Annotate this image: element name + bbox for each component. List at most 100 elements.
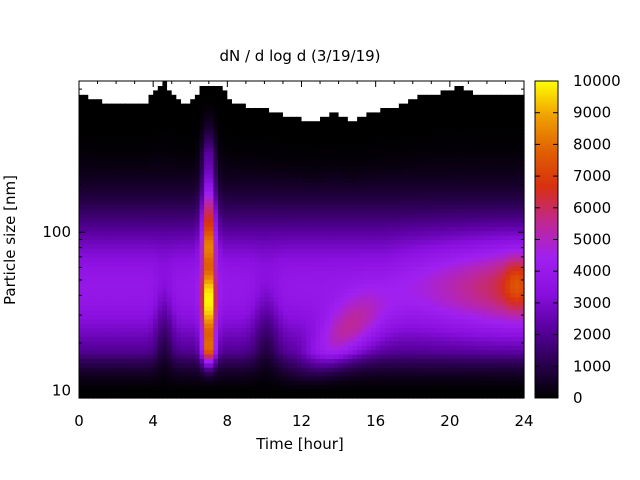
heatmap-cell [301,279,307,285]
heatmap-cell [352,129,358,135]
heatmap-cell [380,243,386,249]
heatmap-cell [116,208,122,214]
heatmap-cell [176,340,182,346]
heatmap-cell [106,151,113,157]
heatmap-cell [227,213,233,219]
heatmap-cell [315,94,321,100]
heatmap-cell [111,226,117,232]
heatmap-cell [282,120,289,126]
heatmap-cell [333,248,340,254]
heatmap-cell [352,353,358,359]
heatmap-cell [139,340,145,346]
heatmap-cell [125,208,131,214]
heatmap-cell [180,133,187,139]
heatmap-cell [398,389,405,395]
heatmap-cell [208,230,215,236]
heatmap-cell [153,160,159,166]
heatmap-cell [153,133,159,139]
heatmap-cell [83,173,89,179]
heatmap-cell [343,182,349,188]
heatmap-cell [245,129,252,135]
heatmap-cell [306,384,312,390]
heatmap-cell [296,94,303,100]
heatmap-cell [180,204,187,210]
heatmap-cell [366,98,372,104]
heatmap-cell [292,375,298,381]
heatmap-cell [255,301,261,307]
heatmap-cell [157,98,164,104]
heatmap-cell [366,345,372,351]
heatmap-cell [106,331,113,337]
heatmap-cell [361,129,367,135]
heatmap-cell [120,375,126,381]
heatmap-cell [361,125,367,131]
heatmap-cell [278,336,284,342]
heatmap-cell [171,120,177,126]
heatmap-cell [218,336,224,342]
heatmap-cell [310,199,317,205]
heatmap-cell [278,204,284,210]
heatmap-cell [273,81,279,86]
heatmap-cell [394,301,400,307]
heatmap-cell [347,362,354,368]
heatmap-cell [213,103,219,109]
heatmap-cell [282,116,289,122]
heatmap-cell [259,279,266,285]
heatmap-cell [324,257,330,263]
heatmap-cell [157,164,164,170]
heatmap-cell [102,309,108,315]
heatmap-cell [120,111,126,117]
heatmap-cell [227,265,233,271]
heatmap-cell [153,327,159,333]
heatmap-cell [255,81,261,86]
heatmap-cells [79,81,525,399]
heatmap-cell [287,323,293,329]
heatmap-cell [338,345,344,351]
heatmap-cell [102,384,108,390]
heatmap-cell [278,380,284,386]
heatmap-cell [347,380,354,386]
heatmap-cell [125,107,131,113]
heatmap-cell [264,358,270,364]
heatmap-cell [231,362,238,368]
heatmap-cell [333,173,340,179]
heatmap-cell [389,375,395,381]
heatmap-cell [282,230,289,236]
heatmap-cell [208,147,215,153]
heatmap-cell [148,177,154,183]
heatmap-cell [333,287,340,293]
heatmap-cell [180,362,187,368]
heatmap-cell [250,142,256,148]
heatmap-cell [380,116,386,122]
heatmap-cell [371,270,377,276]
heatmap-cell [222,283,228,289]
heatmap-cell [208,239,215,245]
heatmap-cell [241,173,247,179]
heatmap-cell [116,292,122,298]
heatmap-cell [185,107,191,113]
heatmap-cell [296,199,303,205]
heatmap-cell [380,133,386,139]
heatmap-cell [366,111,372,117]
heatmap-cell [296,393,303,399]
heatmap-cell [190,257,196,263]
heatmap-cell [361,230,367,236]
heatmap-cell [185,296,191,302]
heatmap-cell [97,393,103,399]
heatmap-cell [157,155,164,161]
heatmap-cell [102,120,108,126]
heatmap-cell [129,362,136,368]
heatmap-cell [347,340,354,346]
heatmap-cell [357,151,363,157]
heatmap-cell [273,107,279,113]
heatmap-cell [357,283,363,289]
heatmap-cell [167,191,173,197]
heatmap-cell [222,111,228,117]
heatmap-cell [143,182,150,188]
heatmap-cell [199,349,205,355]
heatmap-cell [227,186,233,192]
heatmap-cell [394,292,400,298]
heatmap-cell [208,142,215,148]
heatmap-cell [371,336,377,342]
heatmap-cell [111,248,117,254]
